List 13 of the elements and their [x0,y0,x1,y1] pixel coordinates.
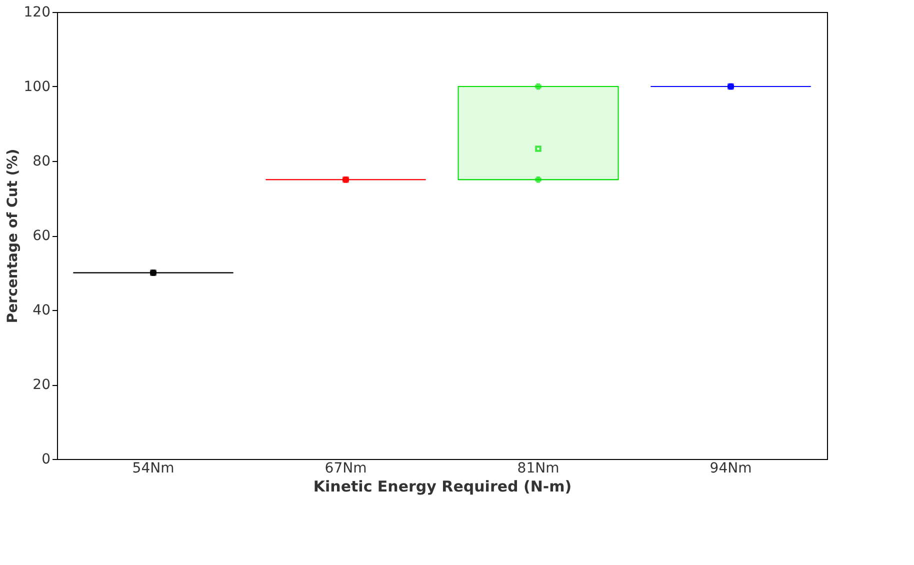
x-axis-title: Kinetic Energy Required (N-m) [313,478,572,496]
y-tick-label: 0 [42,452,50,468]
x-tick-label: 81Nm [517,460,560,476]
y-tick-label: 100 [24,79,50,95]
x-tick-label: 54Nm [132,460,174,476]
y-axis-title: Percentage of Cut (%) [4,148,21,324]
x-tick-label: 94Nm [710,460,752,476]
y-tick-label: 120 [24,4,50,20]
y-tick-label: 40 [32,302,50,318]
y-tick-label: 80 [32,154,50,170]
x-tick-label: 67Nm [324,460,367,476]
y-tick-label: 60 [32,228,50,244]
y-tick-label: 20 [32,377,50,393]
